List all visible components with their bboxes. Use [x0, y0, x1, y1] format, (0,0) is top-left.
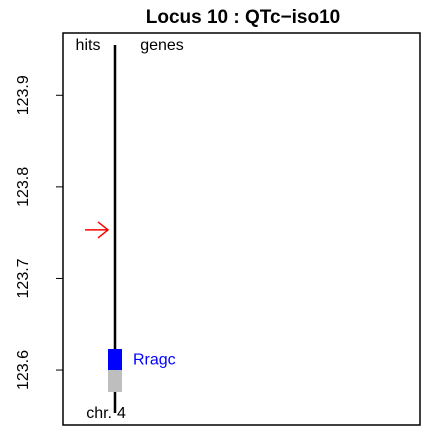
y-tick-label: 123.8 [15, 167, 32, 207]
y-tick-label: 123.9 [15, 75, 32, 115]
column-label: hits [76, 37, 101, 54]
gene-segment [108, 348, 122, 371]
chr-label: chr. [86, 405, 112, 422]
chr-label: 4 [117, 405, 126, 422]
y-tick-label: 123.6 [15, 350, 32, 390]
gene-segment [108, 370, 122, 393]
chart-title: Locus 10 : QTc−iso10 [146, 7, 340, 28]
plot-frame [62, 32, 421, 426]
y-tick-label: 123.7 [15, 258, 32, 298]
hit-arrow [85, 221, 110, 239]
column-label: genes [140, 37, 184, 54]
gene-label: Rragc [133, 352, 176, 369]
